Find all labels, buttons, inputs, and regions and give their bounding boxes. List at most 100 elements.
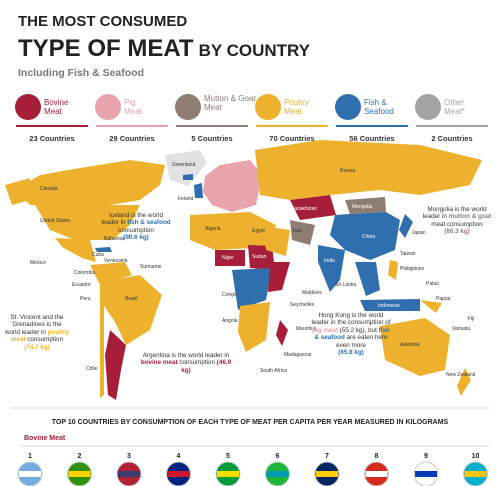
country-label: Fiji <box>468 316 474 322</box>
region <box>203 160 262 212</box>
callout-em: poultry meat <box>10 328 70 344</box>
country-label: Taiwan <box>400 251 416 257</box>
legend-underline <box>176 125 248 127</box>
region <box>276 320 288 346</box>
country-label: Philippines <box>400 266 425 272</box>
country-label: Bahamas <box>104 236 126 242</box>
callout-em: mutton & goat <box>448 213 492 221</box>
country-label: Venezuela <box>104 258 128 264</box>
country-label: Mauritius <box>296 326 317 332</box>
legend-count: 70 Countries <box>269 134 314 143</box>
country-label: Maldives <box>302 290 322 296</box>
legend-icon <box>15 94 41 120</box>
legend-icon <box>175 94 201 120</box>
region <box>15 160 165 205</box>
region <box>457 368 471 396</box>
country-label: Canada <box>40 186 58 192</box>
region <box>345 197 386 214</box>
country-label: Australia <box>400 342 420 348</box>
legend-label: Fish & Seafood <box>364 98 394 116</box>
region <box>165 150 207 186</box>
flag-stripe <box>365 471 388 477</box>
country-label: Kazakhstan <box>291 206 317 212</box>
region <box>100 275 162 345</box>
callout-value: (46.9 kg) <box>181 359 232 374</box>
callout-text: Iceland is the world leader in <box>101 212 163 227</box>
legend-icon <box>95 94 121 120</box>
subtitle: Including Fish & Seafood <box>18 67 144 79</box>
legend-count: 2 Countries <box>431 134 472 143</box>
callout-text: meat consumption <box>431 220 483 228</box>
region <box>399 214 413 238</box>
flag-stripe <box>316 471 338 477</box>
rank-number: 1 <box>28 453 32 460</box>
country-label: Sri Lanka <box>335 282 356 288</box>
callout: Iceland is the world leader in fish & se… <box>100 212 172 242</box>
flag-stripe <box>266 471 289 477</box>
legend-underline <box>336 125 408 127</box>
country-label: Ireland <box>178 196 194 202</box>
legend-underline <box>416 125 488 127</box>
callout: Argentina is the world leader in bovine … <box>140 352 232 374</box>
country-label: Russia <box>340 168 356 174</box>
callout-text: consumption <box>179 359 216 367</box>
bottom-category: Bovine Meat <box>24 435 66 442</box>
region <box>360 299 420 311</box>
flag-stripe <box>464 471 487 477</box>
country-label: Mongolia <box>352 204 373 210</box>
region <box>420 300 442 313</box>
flag-stripe <box>217 471 239 477</box>
flag-stripe <box>19 471 41 477</box>
region <box>100 300 104 398</box>
legend-label: Mutton & Goat Meat <box>204 94 256 112</box>
callout-text: are eaten here even more <box>336 334 388 349</box>
country-label: United States <box>40 218 71 224</box>
region <box>290 195 336 220</box>
rank-number: 4 <box>177 453 181 460</box>
callout-value: (66.3 kg) <box>444 228 470 236</box>
rank-number: 10 <box>472 453 480 460</box>
country-label: Cuba <box>92 252 104 258</box>
callout-em: pig meat <box>312 326 339 334</box>
country-label: Brazil <box>125 296 138 302</box>
rank-number: 8 <box>375 453 379 460</box>
region <box>194 183 203 198</box>
rank-number: 5 <box>226 453 230 460</box>
region <box>248 245 275 270</box>
callout-text: (55.2 kg), but <box>339 326 377 334</box>
flag-stripe <box>415 471 437 477</box>
callout: Mongolia is the world leader in mutton &… <box>420 206 494 236</box>
region <box>290 220 315 245</box>
callout-value: (65.8 kg) <box>338 349 364 357</box>
region <box>388 260 398 280</box>
country-label: Japan <box>412 230 426 236</box>
bottom-title: TOP 10 COUNTRIES BY CONSUMPTION OF EACH … <box>52 419 449 426</box>
legend-icon <box>415 94 441 120</box>
region <box>318 245 345 292</box>
region <box>262 226 290 256</box>
country-label: Greenland <box>172 162 196 168</box>
country-label: Seychelles <box>290 302 315 308</box>
country-label: China <box>362 234 375 240</box>
country-label: Vanuatu <box>452 326 470 332</box>
callout-value: (74.7 kg) <box>24 343 50 351</box>
flag-stripe <box>118 471 140 477</box>
country-label: Angola <box>222 318 238 324</box>
country-label: Palau <box>426 281 439 287</box>
world-map <box>5 140 482 400</box>
callout-value: (90.6 kg) <box>123 234 149 242</box>
country-label: Egypt <box>252 228 265 234</box>
region <box>105 330 126 400</box>
country-label: Ecuador <box>72 282 91 288</box>
region <box>355 262 380 296</box>
rank-number: 7 <box>325 453 329 460</box>
region <box>330 212 400 260</box>
legend-count: 56 Countries <box>349 134 394 143</box>
callout-text: consumption <box>27 336 64 344</box>
rank-row: 1 2 3 4 5 6 7 8 9 10 <box>17 453 488 486</box>
region <box>5 178 30 205</box>
legend-count: 23 Countries <box>29 134 74 143</box>
country-label: Madagascar <box>284 352 312 358</box>
callout: St. Vincent and the Grenadines is the wo… <box>4 314 70 351</box>
